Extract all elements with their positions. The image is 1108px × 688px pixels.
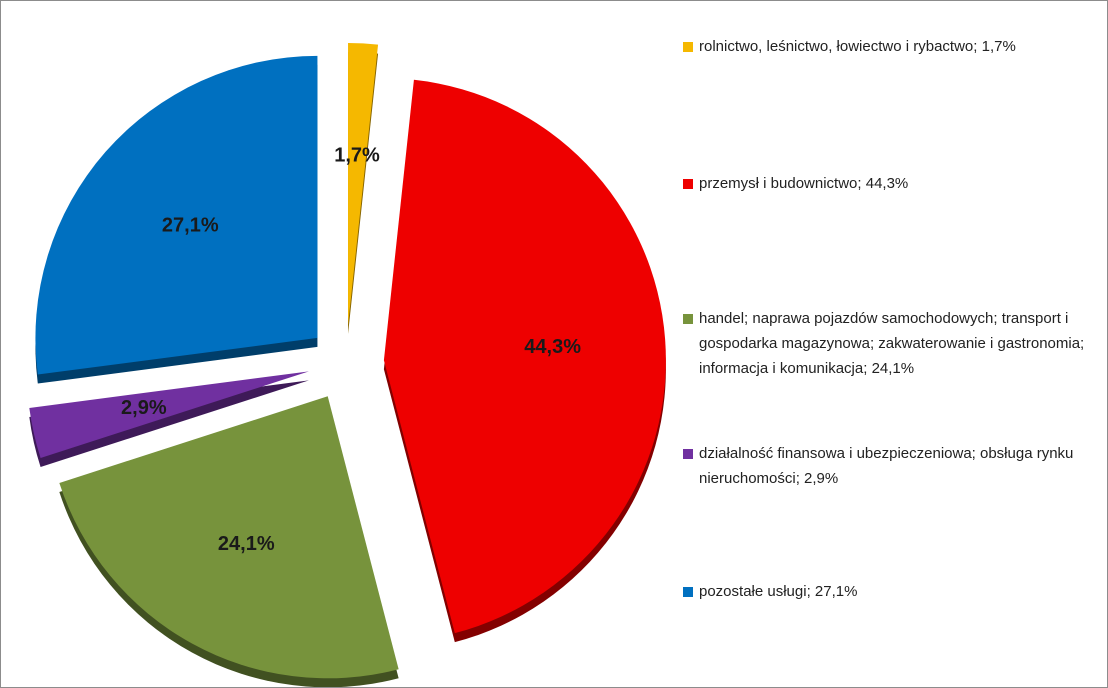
slice xyxy=(383,79,666,634)
legend-label: działalność finansowa i ubezpieczeniowa;… xyxy=(699,445,1074,487)
data-label: 44,3% xyxy=(524,336,581,358)
legend-label: przemysł i budownictwo; 44,3% xyxy=(699,175,909,192)
slice xyxy=(29,371,309,458)
legend-swatch xyxy=(683,587,693,597)
data-label: 24,1% xyxy=(218,533,275,555)
legend-entry: rolnictwo, leśnictwo, łowiectwo i rybact… xyxy=(683,34,1107,59)
legend-entry: handel; naprawa pojazdów samochodowych; … xyxy=(683,306,1107,381)
slice xyxy=(35,55,318,375)
legend-swatch xyxy=(683,42,693,52)
legend-label: rolnictwo, leśnictwo, łowiectwo i rybact… xyxy=(699,38,1016,55)
data-label: 2,9% xyxy=(121,397,167,419)
data-label: 1,7% xyxy=(334,144,380,166)
legend-entry: przemysł i budownictwo; 44,3% xyxy=(683,171,1107,196)
pie-area: 1,7% 44,3% 24,1% 2,9% 27,1% xyxy=(29,43,666,687)
legend-swatch xyxy=(683,449,693,459)
slice xyxy=(348,43,379,326)
legend-swatch xyxy=(683,314,693,324)
legend-label: pozostałe usługi; 27,1% xyxy=(699,583,858,600)
slice xyxy=(59,396,399,679)
legend-label: handel; naprawa pojazdów samochodowych; … xyxy=(699,310,1085,377)
data-label: 27,1% xyxy=(162,215,219,237)
legend-entry: pozostałe usługi; 27,1% xyxy=(683,579,1107,604)
slice-side xyxy=(29,380,309,467)
legend-swatch xyxy=(683,179,693,189)
legend-entry: działalność finansowa i ubezpieczeniowa;… xyxy=(683,441,1107,491)
